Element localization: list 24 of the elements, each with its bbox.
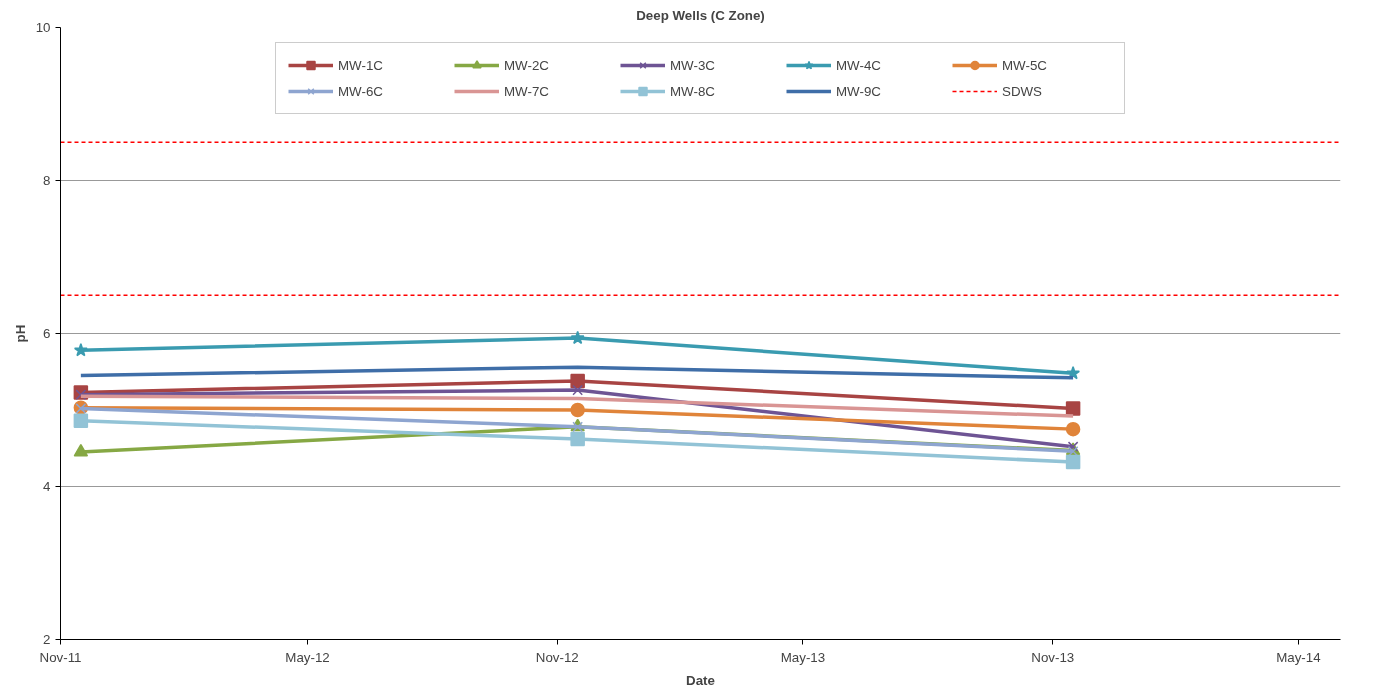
y-tick-label: 2 <box>43 632 51 647</box>
x-tick-label: Nov-13 <box>1031 649 1075 665</box>
legend-label: MW-5C <box>1002 57 1048 73</box>
legend-label: MW-4C <box>836 57 882 73</box>
x-tick-label: Nov-11 <box>39 649 82 665</box>
legend-label: MW-3C <box>670 57 716 73</box>
y-tick-label: 6 <box>43 326 51 341</box>
legend-label: MW-1C <box>338 57 384 73</box>
y-tick-label: 8 <box>43 173 51 188</box>
y-axis-title: pH <box>12 324 28 343</box>
x-tick-label: May-14 <box>1276 649 1322 665</box>
legend-label: MW-6C <box>338 83 384 99</box>
chart-title: Deep Wells (C Zone) <box>636 7 765 23</box>
x-tick-label: May-13 <box>780 649 826 665</box>
y-tick-label: 10 <box>35 20 51 35</box>
legend-label: SDWS <box>1002 83 1043 99</box>
legend-label: MW-9C <box>836 83 882 99</box>
legend-label: MW-8C <box>670 83 716 99</box>
x-axis-title: Date <box>686 672 715 688</box>
x-tick-label: Nov-12 <box>535 649 579 665</box>
legend-label: MW-2C <box>504 57 550 73</box>
legend-label: MW-7C <box>504 83 550 99</box>
y-tick-label: 4 <box>43 479 52 494</box>
x-tick-label: May-12 <box>285 649 330 665</box>
